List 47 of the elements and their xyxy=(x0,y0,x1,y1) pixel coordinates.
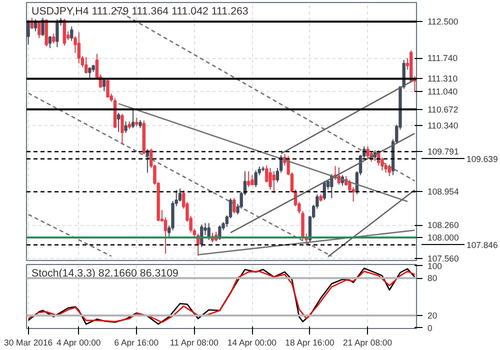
candlestick xyxy=(366,146,370,158)
candlestick xyxy=(117,112,120,132)
candlestick xyxy=(268,167,272,190)
ref-line-label: 108.954 xyxy=(428,186,459,197)
x-tick-label: 14 Apr 00:00 xyxy=(227,338,277,348)
chart-title: USDJPY,H4 111.279 111.364 111.042 111.263 xyxy=(32,6,248,18)
candlestick xyxy=(178,188,182,202)
y-tick-label: 110.340 xyxy=(428,120,458,130)
candlestick xyxy=(102,78,106,92)
candlestick xyxy=(131,108,135,129)
candlestick xyxy=(77,32,80,64)
ref-line-label: 80 xyxy=(428,273,438,284)
candlestick xyxy=(56,18,59,48)
ref-line-label: 111.310 xyxy=(428,74,458,84)
candlestick xyxy=(26,20,30,46)
ref-line-label: 107.846 xyxy=(466,240,498,250)
y-tick-label: 111.040 xyxy=(428,86,458,97)
chart-title: Stoch(14,3,3) 82.1660 86.3109 xyxy=(32,268,179,280)
x-tick-label: 11 Apr 08:00 xyxy=(170,338,219,348)
candlestick xyxy=(124,120,128,134)
ref-line-label: 108.000 xyxy=(428,232,459,242)
y-tick-label: 108.260 xyxy=(428,220,459,230)
candlestick xyxy=(70,26,74,42)
ref-line-label: 109.639 xyxy=(466,154,498,164)
candlestick xyxy=(254,170,258,188)
x-tick-label: 30 Mar 2016 xyxy=(4,338,53,348)
ref-line-label: 109.791 xyxy=(428,146,459,157)
y-tick-label: 0 xyxy=(428,322,432,333)
candlestick xyxy=(265,165,268,183)
x-tick-label: 6 Apr 16:00 xyxy=(114,338,159,348)
candlestick xyxy=(250,174,254,186)
x-tick-label: 21 Apr 08:00 xyxy=(342,338,392,348)
y-tick-label: 111.740 xyxy=(428,53,458,64)
candlestick xyxy=(272,170,276,194)
candlestick xyxy=(84,56,88,74)
x-tick-label: 4 Apr 00:00 xyxy=(56,338,101,348)
ref-line-label: 20 xyxy=(428,310,438,320)
candlestick xyxy=(120,113,124,145)
candlestick xyxy=(106,78,110,98)
candlestick xyxy=(41,17,44,37)
ref-line-label: 110.672 xyxy=(428,104,458,114)
candlestick xyxy=(247,170,250,188)
candlestick xyxy=(52,33,56,44)
candlestick xyxy=(48,36,52,49)
x-tick-label: 18 Apr 16:00 xyxy=(285,338,334,348)
candlestick xyxy=(88,66,92,79)
ref-line-label: 112.500 xyxy=(428,16,458,27)
